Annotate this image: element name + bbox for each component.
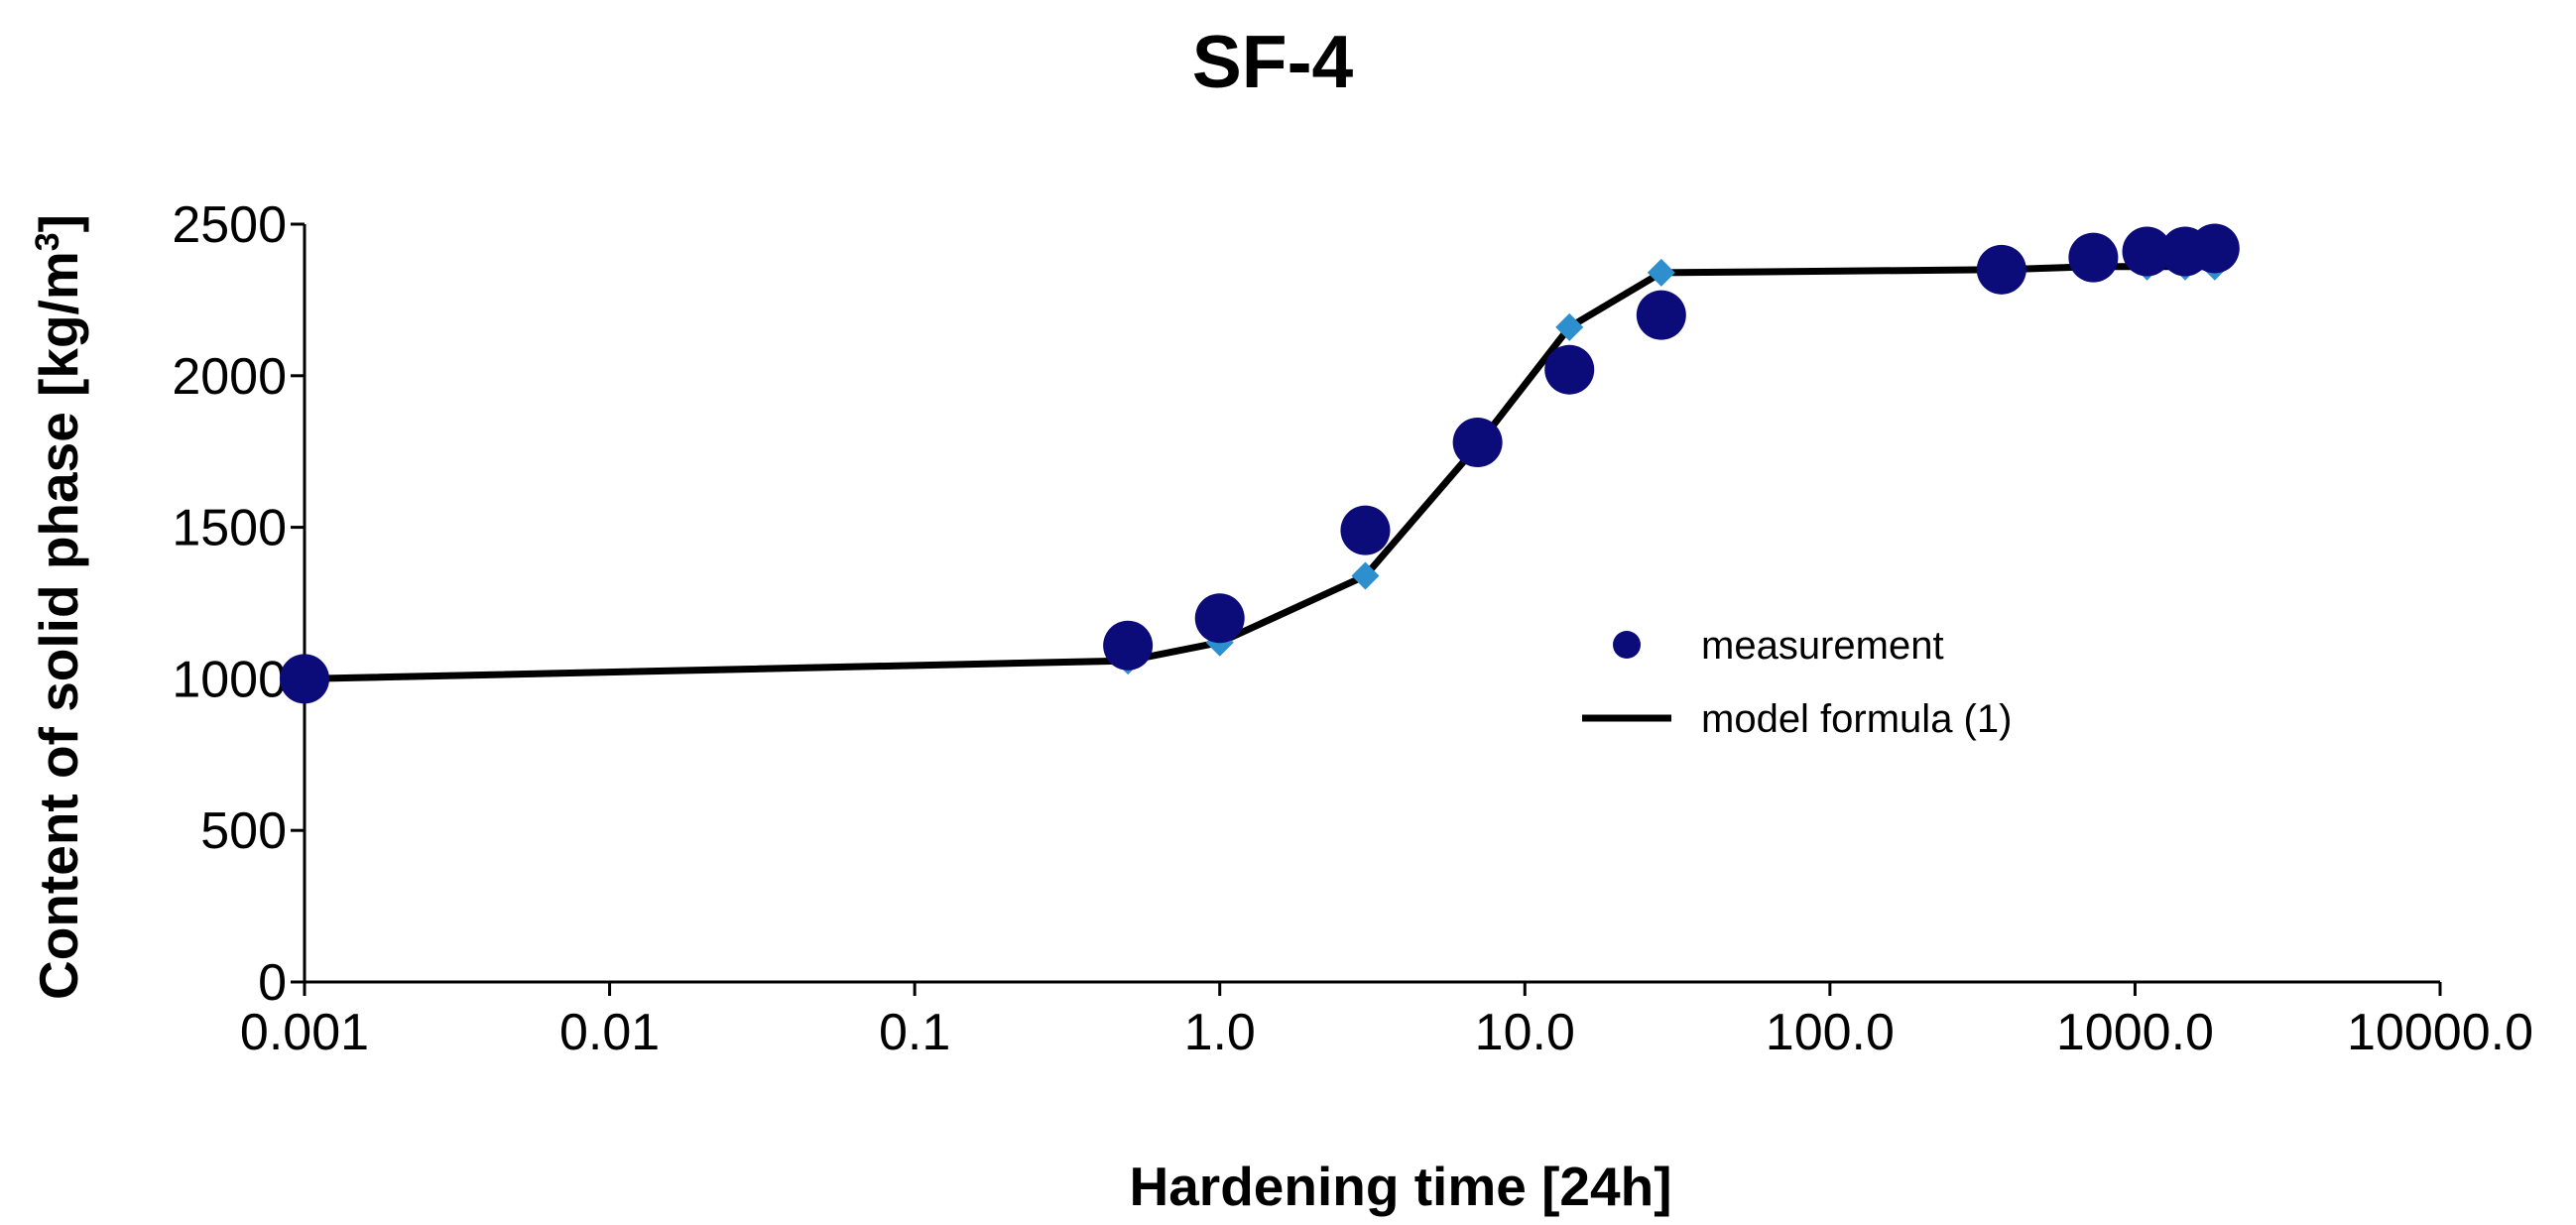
x-tick-label-5: 100.0 <box>1766 1004 1895 1061</box>
y-ticks: 0 500 1000 1500 2000 2500 <box>172 196 305 1012</box>
y-tick-label-2: 1000 <box>172 651 287 708</box>
measurement-point-1 <box>1103 620 1154 671</box>
x-tick-label-6: 1000.0 <box>2056 1004 2214 1061</box>
y-tick-label-3: 1500 <box>172 500 287 557</box>
measurement-point-9 <box>2122 226 2172 277</box>
y-tick-label-1: 500 <box>200 802 287 860</box>
y-axis-label: Content of solid phase [kg/m3] <box>28 214 89 1000</box>
x-ticks: 0.001 0.01 0.1 1.0 10.0 100.0 1000.0 10000.0 <box>240 982 2533 1061</box>
model-point-6 <box>1647 258 1675 287</box>
x-tick-label-3: 1.0 <box>1184 1004 1256 1061</box>
y-axis-label-superscript: 3 <box>29 232 66 251</box>
x-tick-label-0: 0.001 <box>240 1004 369 1061</box>
measurement-point-5 <box>1544 344 1595 395</box>
measurement-point-8 <box>2068 232 2119 283</box>
model-point-3 <box>1351 561 1380 590</box>
legend-measurement-marker <box>1613 631 1641 659</box>
measurement-point-11 <box>2189 223 2240 274</box>
measurement-point-6 <box>1636 290 1686 340</box>
x-tick-label-7: 10000.0 <box>2347 1004 2533 1061</box>
y-tick-label-5: 2500 <box>172 196 287 254</box>
y-tick-label-0: 0 <box>258 954 287 1012</box>
model-line-group <box>304 263 2215 682</box>
measurement-point-0 <box>280 654 329 704</box>
measurement-point-4 <box>1452 418 1503 468</box>
axes <box>303 224 2440 984</box>
legend: measurement model formula (1) <box>1582 624 2012 741</box>
legend-measurement-label: measurement <box>1701 624 1944 668</box>
measurement-points <box>280 223 2240 704</box>
measurement-point-3 <box>1340 505 1391 555</box>
y-axis-label-close: ] <box>28 214 89 232</box>
measurement-point-7 <box>1976 244 2026 295</box>
y-axis-label-main: Content of solid phase [kg/m <box>28 251 89 1000</box>
x-tick-label-4: 10.0 <box>1475 1004 1575 1061</box>
model-point-5 <box>1555 312 1584 341</box>
chart-title: SF-4 <box>1192 20 1354 103</box>
x-tick-label-1: 0.01 <box>559 1004 660 1061</box>
model-line <box>304 263 2215 682</box>
x-axis-label: Hardening time [24h] <box>1129 1156 1671 1217</box>
x-tick-label-2: 0.1 <box>879 1004 950 1061</box>
measurement-point-2 <box>1194 593 1245 644</box>
legend-model-label: model formula (1) <box>1701 697 2012 741</box>
y-tick-label-4: 2000 <box>172 348 287 406</box>
